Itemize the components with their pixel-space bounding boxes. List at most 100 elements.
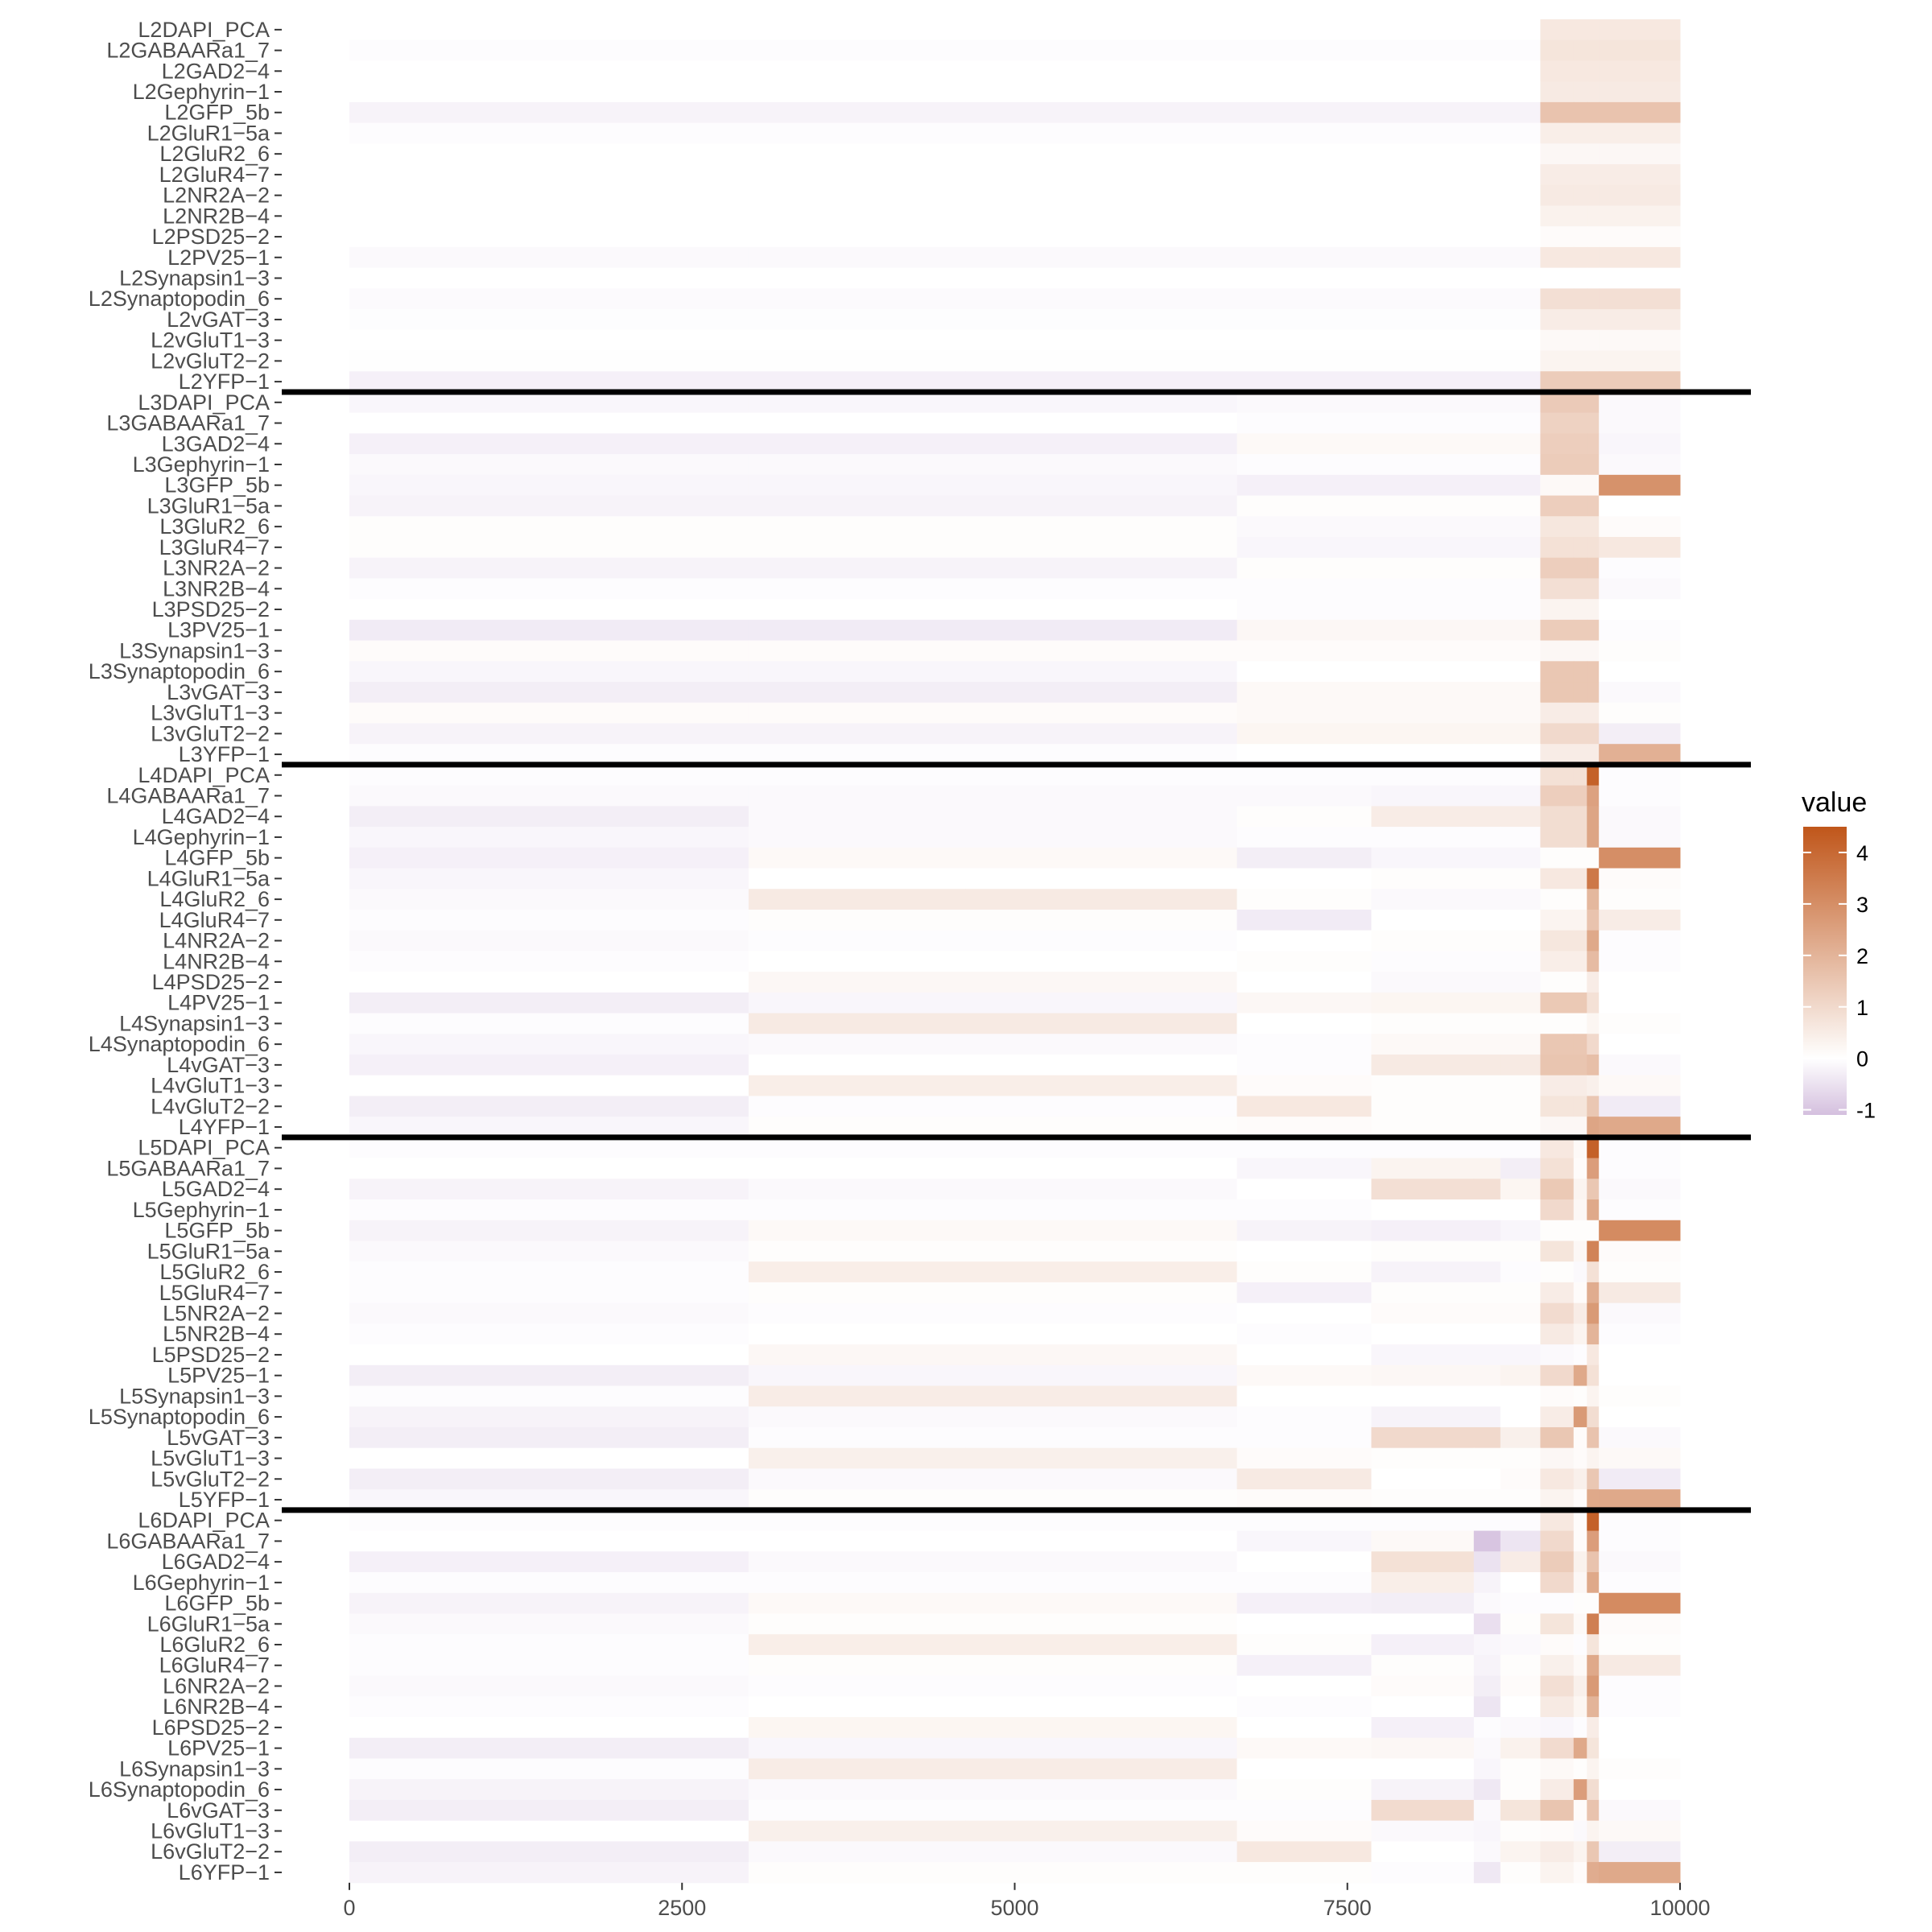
y-tick-label: L6vGAT−3 (167, 1798, 270, 1823)
heatmap-cell (1500, 1551, 1541, 1573)
heatmap-cell (1500, 1592, 1541, 1614)
heatmap-cell (748, 1261, 966, 1283)
heatmap-cell (748, 1634, 966, 1656)
heatmap-cell (1540, 1364, 1575, 1387)
heatmap-cell (1371, 909, 1475, 931)
heatmap-cell (349, 1179, 749, 1200)
heatmap-cell (1371, 267, 1475, 289)
heatmap-cell (748, 619, 966, 642)
heatmap-cell (1599, 847, 1681, 869)
heatmap-cell (1587, 371, 1600, 393)
heatmap-cell (1573, 744, 1587, 766)
heatmap-cell (1587, 1034, 1600, 1055)
heatmap-cell (1573, 350, 1587, 372)
heatmap-cell (965, 1137, 1238, 1159)
heatmap-cell (349, 1634, 749, 1656)
heatmap-cell (1587, 827, 1600, 848)
heatmap-cell (1587, 1344, 1600, 1366)
heatmap-cell (1540, 1717, 1575, 1739)
heatmap-cell (349, 1220, 749, 1241)
heatmap-cell (1500, 1075, 1541, 1096)
heatmap-cell (965, 744, 1238, 766)
heatmap-cell (1573, 1117, 1587, 1138)
heatmap-cell (1473, 1799, 1501, 1822)
y-tick-label: L5GAD2−4 (162, 1177, 270, 1201)
y-tick-label: L5GABAARa1_7 (106, 1156, 270, 1180)
heatmap-cell (1599, 288, 1681, 310)
heatmap-cell (1587, 806, 1600, 828)
y-tick-label: L4NR2B−4 (163, 949, 270, 973)
heatmap-cell (965, 1261, 1238, 1283)
heatmap-cell (1587, 1758, 1600, 1780)
heatmap-cell (965, 1572, 1238, 1594)
heatmap-cell (1599, 391, 1681, 414)
heatmap-cell (1540, 640, 1575, 662)
heatmap-cell (965, 1302, 1238, 1324)
heatmap-cell (1473, 661, 1501, 683)
heatmap-cell (1371, 1841, 1475, 1863)
heatmap-cell (1371, 1055, 1475, 1076)
heatmap-cell (1573, 19, 1587, 41)
heatmap-cell (1599, 1364, 1681, 1387)
heatmap-cell (748, 350, 966, 372)
y-tick-label: L2Gephyrin−1 (133, 80, 270, 104)
y-tick-label: L2vGluT1−3 (151, 328, 270, 353)
y-tick-label: L2GluR4−7 (159, 163, 270, 187)
heatmap-cell (1500, 1572, 1541, 1594)
heatmap-cell (965, 39, 1238, 61)
heatmap-cell (965, 495, 1238, 517)
y-tick-label: L6Synaptopodin_6 (89, 1777, 270, 1802)
heatmap-cell (1540, 930, 1575, 952)
x-tick-label: 5000 (990, 1896, 1038, 1920)
heatmap-cell (1573, 1758, 1587, 1780)
heatmap-cell (1371, 122, 1475, 144)
heatmap-cell (349, 1675, 749, 1697)
heatmap-cell (1573, 1675, 1587, 1697)
heatmap-cell (748, 1055, 966, 1076)
heatmap-cell (965, 226, 1238, 248)
x-tick-label: 0 (343, 1896, 355, 1920)
heatmap-cell (1236, 951, 1373, 972)
heatmap-cell (1599, 1137, 1681, 1159)
heatmap-cell (1236, 433, 1373, 455)
heatmap-cell (965, 1737, 1238, 1759)
heatmap-cell (1236, 267, 1373, 289)
heatmap-cell (1473, 909, 1501, 931)
heatmap-cell (748, 60, 966, 82)
heatmap-cell (1587, 557, 1600, 579)
y-tick-label: L3PSD25−2 (152, 597, 270, 621)
heatmap-cell (1540, 1013, 1575, 1034)
y-tick-label: L2Synapsin1−3 (119, 266, 270, 291)
heatmap-cell (1573, 1282, 1587, 1304)
heatmap-cell (965, 1509, 1238, 1532)
heatmap-cell (1371, 19, 1475, 41)
heatmap-cell (1500, 1447, 1541, 1469)
heatmap-cell (1500, 1220, 1541, 1241)
y-tick-label: L3GluR4−7 (159, 535, 270, 559)
heatmap-cell (1500, 661, 1541, 683)
heatmap-cell (748, 868, 966, 890)
heatmap-cell (1540, 81, 1575, 103)
heatmap-cell (1540, 288, 1575, 310)
heatmap-cell (1473, 1241, 1501, 1262)
heatmap-cell (748, 702, 966, 724)
heatmap-cell (1500, 806, 1541, 828)
y-tick-label: L6NR2B−4 (163, 1695, 270, 1719)
x-axis: 0 2500 5000 7500 10000 (343, 1882, 1711, 1920)
heatmap-cell (349, 537, 749, 559)
y-tick-label: L6vGluT1−3 (151, 1819, 270, 1843)
heatmap-cell (1236, 184, 1373, 206)
heatmap-cell (1371, 1323, 1475, 1345)
heatmap-cell (1236, 1426, 1373, 1449)
heatmap-cell (1599, 1530, 1681, 1552)
heatmap-cell (1573, 205, 1587, 227)
heatmap-cell (1236, 246, 1373, 269)
heatmap-cell (1371, 1613, 1475, 1635)
heatmap-cell (349, 992, 749, 1014)
heatmap-cell (1500, 1261, 1541, 1283)
y-tick-label: L6GAD2−4 (162, 1550, 270, 1574)
heatmap-cell (349, 81, 749, 103)
heatmap-cell (748, 992, 966, 1014)
heatmap-cell (1599, 1841, 1681, 1863)
heatmap-cell (1371, 1572, 1475, 1594)
